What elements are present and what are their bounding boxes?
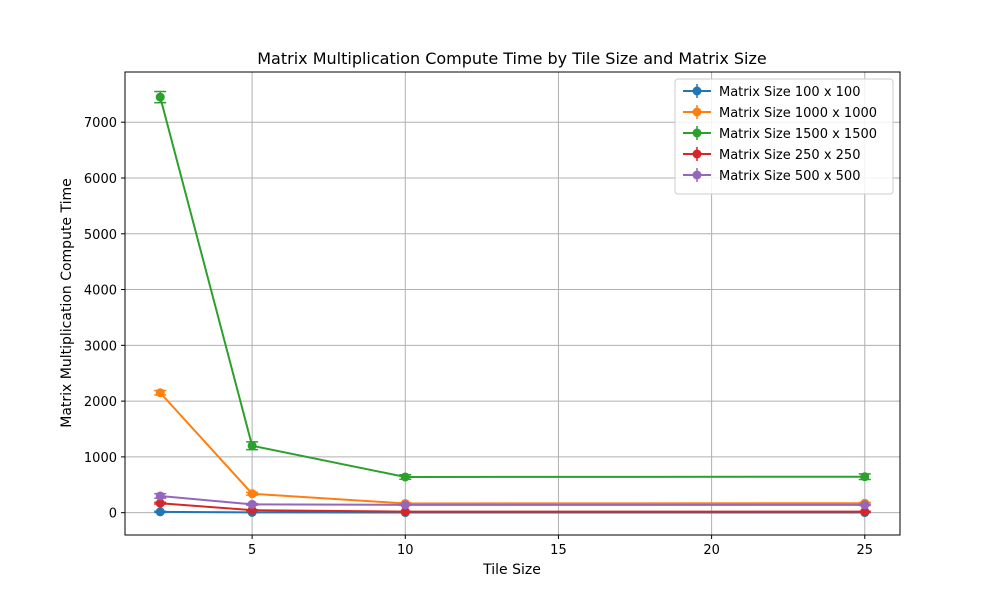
data-point <box>155 388 165 398</box>
legend-item: Matrix Size 1500 x 1500 <box>683 126 877 142</box>
axis-ticks: 5 10 15 20 25 0 1000 2000 3000 4000 5000 6000 7000 <box>84 116 873 558</box>
legend-marker <box>692 128 702 138</box>
data-point <box>400 472 410 482</box>
data-point <box>860 500 870 510</box>
legend-label: Matrix Size 250 x 250 <box>719 148 860 163</box>
legend-marker <box>692 107 702 117</box>
series-line <box>159 96 865 478</box>
data-point <box>860 472 870 482</box>
legend-item: Matrix Size 1000 x 1000 <box>683 105 877 121</box>
y-tick-label: 3000 <box>84 339 117 354</box>
data-point <box>155 498 165 508</box>
y-tick-label: 0 <box>109 507 117 522</box>
legend-item: Matrix Size 100 x 100 <box>683 84 860 100</box>
y-tick-label: 4000 <box>84 284 117 299</box>
series-line <box>160 502 865 513</box>
legend-marker <box>692 86 702 96</box>
plot-frame <box>124 71 901 536</box>
legend: Matrix Size 100 x 100 Matrix Size 1000 x … <box>674 78 894 195</box>
y-axis-label: Matrix Multiplication Compute Time <box>59 178 75 428</box>
data-point <box>400 500 410 510</box>
legend-label: Matrix Size 1000 x 1000 <box>719 106 877 121</box>
legend-label: Matrix Size 100 x 100 <box>719 85 860 100</box>
legend-label: Matrix Size 1500 x 1500 <box>719 127 877 142</box>
data-point <box>400 507 410 517</box>
y-tick-label: 7000 <box>84 116 117 131</box>
x-axis-label: Tile Size <box>482 562 541 578</box>
chart-title: Matrix Multiplication Compute Time by Ti… <box>257 49 766 68</box>
data-point <box>860 507 870 517</box>
y-tick-label: 2000 <box>84 395 117 410</box>
data-point <box>247 441 257 451</box>
legend-marker <box>692 149 702 159</box>
series-line <box>160 494 865 506</box>
y-tick-label: 5000 <box>84 228 117 243</box>
series-group <box>154 90 871 518</box>
series-4 <box>154 491 871 510</box>
series-line <box>159 392 865 505</box>
data-point <box>155 491 165 501</box>
series-2 <box>154 90 871 482</box>
data-point <box>247 499 257 509</box>
data-point <box>247 489 257 499</box>
legend-marker <box>692 170 702 180</box>
y-tick-label: 6000 <box>84 172 117 187</box>
x-tick-label: 5 <box>248 543 256 558</box>
data-point <box>155 92 165 102</box>
y-tick-label: 1000 <box>84 451 117 466</box>
legend-item: Matrix Size 250 x 250 <box>683 147 860 163</box>
legend-label: Matrix Size 500 x 500 <box>719 169 860 184</box>
series-3 <box>154 498 871 517</box>
x-tick-label: 15 <box>550 543 567 558</box>
legend-item: Matrix Size 500 x 500 <box>683 168 860 184</box>
data-point <box>155 507 165 517</box>
x-tick-label: 25 <box>856 543 873 558</box>
x-tick-label: 10 <box>397 543 414 558</box>
legend-box <box>674 78 894 195</box>
x-tick-label: 20 <box>703 543 720 558</box>
